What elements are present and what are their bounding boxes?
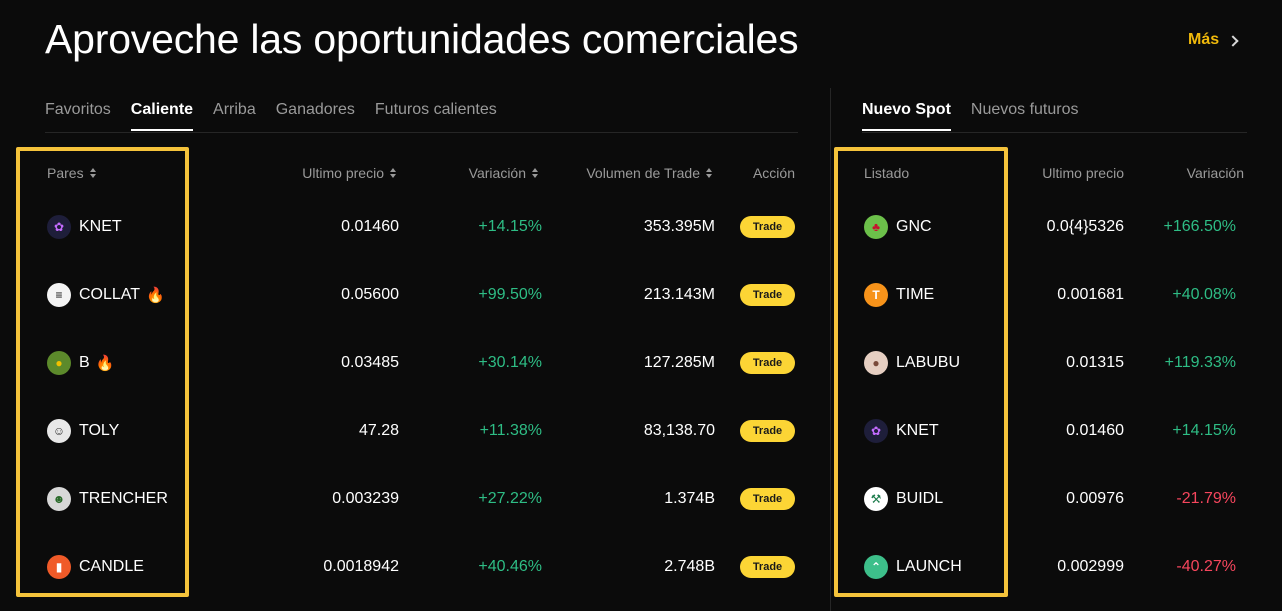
listing-pair-cell: ✿ KNET [864, 397, 939, 465]
fire-icon: 🔥 [95, 355, 115, 372]
knet-icon: ✿ [864, 419, 888, 443]
table-row[interactable]: ☺ TOLY 47.28 +11.38% 83,138.70 Trade [0, 397, 1282, 465]
market-tabs: Favoritos Caliente Arriba Ganadores Futu… [45, 101, 497, 131]
table-row[interactable]: ▮ CANDLE 0.0018942 +40.46% 2.748B Trade [0, 533, 1282, 601]
tab-arriba[interactable]: Arriba [213, 101, 256, 118]
change-cell: +27.22% [478, 490, 542, 507]
tabs-divider-right [862, 132, 1247, 133]
trade-button[interactable]: Trade [740, 420, 795, 442]
volume-cell: 213.143M [643, 286, 715, 303]
change-cell: +40.46% [478, 558, 542, 575]
sort-icon [390, 168, 396, 178]
price-cell: 47.28 [358, 422, 399, 439]
header-pairs[interactable]: Pares [47, 165, 96, 181]
table-row[interactable]: ✿ KNET 0.01460 +14.15% 353.395M Trade [0, 193, 1282, 261]
listing-pair-cell: ⚒ BUIDL [864, 465, 943, 533]
price-cell: 0.01460 [341, 218, 399, 235]
trade-button[interactable]: Trade [740, 488, 795, 510]
tab-futuros-calientes[interactable]: Futuros calientes [374, 101, 497, 118]
volume-cell: 1.374B [664, 490, 715, 507]
launch-icon: ⌃ [864, 555, 888, 579]
table-row[interactable]: ☻ TRENCHER 0.003239 +27.22% 1.374B Trade [0, 465, 1282, 533]
header-right-price: Ultimo precio [1042, 165, 1124, 181]
tab-favoritos[interactable]: Favoritos [45, 101, 111, 118]
change-cell: +11.38% [479, 422, 542, 439]
change-cell: +14.15% [478, 218, 542, 235]
volume-cell: 353.395M [643, 218, 715, 235]
pair-cell: ≡ COLLAT 🔥 [47, 261, 165, 329]
sort-icon [706, 168, 712, 178]
tabs-divider-left [45, 132, 798, 133]
trade-button[interactable]: Trade [740, 284, 795, 306]
header-right-change: Variación [1186, 165, 1244, 181]
trade-button[interactable]: Trade [740, 216, 795, 238]
listing-pair-cell: ⌃ LAUNCH [864, 533, 962, 601]
knet-icon: ✿ [47, 215, 71, 239]
tab-ganadores[interactable]: Ganadores [275, 101, 355, 118]
listing-price-cell: 0.01315 [1066, 354, 1124, 371]
trade-button[interactable]: Trade [740, 556, 795, 578]
listing-change-cell: -21.79% [1176, 490, 1236, 507]
collat-icon: ≡ [47, 283, 71, 307]
listing-tabs: Nuevo Spot Nuevos futuros [862, 101, 1079, 131]
header-last-price[interactable]: Ultimo precio [302, 165, 396, 181]
price-cell: 0.03485 [341, 354, 399, 371]
pair-cell: ▮ CANDLE [47, 533, 144, 601]
buidl-icon: ⚒ [864, 487, 888, 511]
table-row[interactable]: ≡ COLLAT 🔥 0.05600 +99.50% 213.143M Trad… [0, 261, 1282, 329]
gnc-icon: ♣ [864, 215, 888, 239]
b-icon: ● [47, 351, 71, 375]
candle-icon: ▮ [47, 555, 71, 579]
listing-pair-cell: T TIME [864, 261, 934, 329]
price-cell: 0.003239 [332, 490, 399, 507]
listing-price-cell: 0.00976 [1066, 490, 1124, 507]
sort-icon [89, 168, 96, 178]
tab-caliente[interactable]: Caliente [130, 101, 194, 131]
volume-cell: 127.285M [643, 354, 715, 371]
listing-change-cell: +40.08% [1172, 286, 1236, 303]
change-cell: +99.50% [478, 286, 542, 303]
more-link[interactable]: Más [1188, 31, 1239, 49]
listing-change-cell: +166.50% [1163, 218, 1236, 235]
volume-cell: 83,138.70 [643, 422, 715, 439]
listing-price-cell: 0.01460 [1066, 422, 1124, 439]
tab-nuevo-spot[interactable]: Nuevo Spot [862, 101, 951, 131]
header-change[interactable]: Variación [469, 165, 538, 181]
header-action: Acción [752, 165, 795, 181]
pair-cell: ✿ KNET [47, 193, 122, 261]
header-listing: Listado [864, 165, 910, 181]
toly-icon: ☺ [47, 419, 71, 443]
more-label: Más [1188, 31, 1220, 48]
sort-icon [532, 168, 538, 178]
listing-price-cell: 0.001681 [1057, 286, 1124, 303]
listing-change-cell: +119.33% [1164, 354, 1236, 371]
listing-change-cell: -40.27% [1176, 558, 1236, 575]
price-cell: 0.0018942 [323, 558, 399, 575]
price-cell: 0.05600 [341, 286, 399, 303]
listing-pair-cell: ♣ GNC [864, 193, 932, 261]
tab-nuevos-futuros[interactable]: Nuevos futuros [970, 101, 1079, 118]
pair-cell: ☻ TRENCHER [47, 465, 168, 533]
change-cell: +30.14% [478, 354, 542, 371]
pair-cell: ● B 🔥 [47, 329, 114, 397]
page-title: Aproveche las oportunidades comerciales [45, 16, 799, 62]
listing-price-cell: 0.0{4}5326 [1046, 218, 1124, 235]
trade-button[interactable]: Trade [740, 352, 795, 374]
listing-price-cell: 0.002999 [1057, 558, 1124, 575]
trencher-icon: ☻ [47, 487, 71, 511]
labubu-icon: ● [864, 351, 888, 375]
table-row[interactable]: ● B 🔥 0.03485 +30.14% 127.285M Trade [0, 329, 1282, 397]
volume-cell: 2.748B [664, 558, 715, 575]
fire-icon: 🔥 [146, 287, 165, 304]
time-icon: T [864, 283, 888, 307]
listing-change-cell: +14.15% [1172, 422, 1236, 439]
listing-pair-cell: ● LABUBU [864, 329, 960, 397]
header-volume[interactable]: Volumen de Trade [586, 165, 712, 181]
chevron-right-icon [1227, 34, 1239, 47]
panel-divider [830, 88, 831, 611]
pair-cell: ☺ TOLY [47, 397, 119, 465]
